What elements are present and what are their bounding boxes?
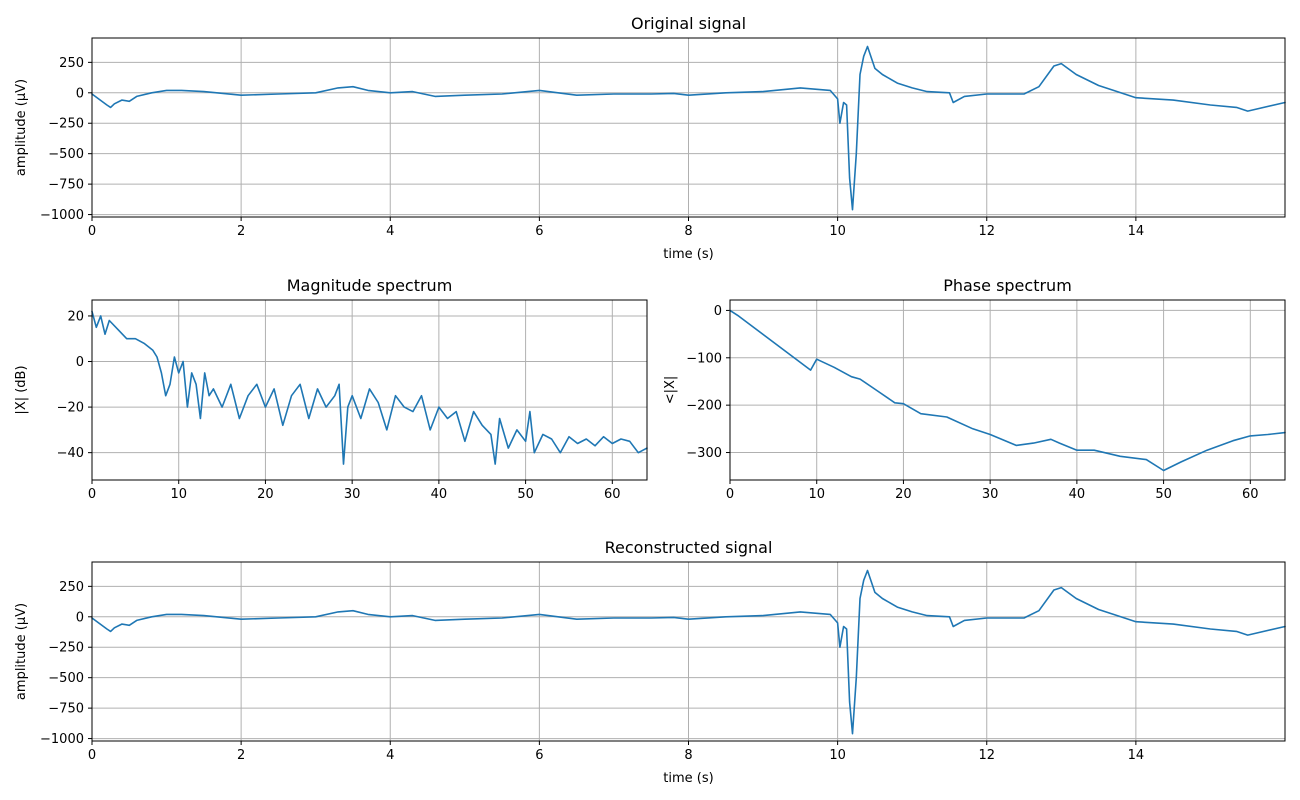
x-tick-label: 10 [170, 487, 187, 502]
x-tick-label: 10 [829, 224, 846, 239]
y-tick-label: −20 [57, 401, 84, 416]
x-tick-label: 14 [1128, 224, 1145, 239]
x-tick-label: 0 [88, 487, 96, 502]
axes-frame [91, 561, 1286, 742]
chart-reconstructed: 0 2 4 6 8 10 12 14 250 0 −250 −500 −750 −1000 Reconstr… [14, 538, 1286, 786]
x-tick-label: 20 [257, 487, 274, 502]
x-tick-label: 20 [895, 487, 912, 502]
x-tick-label: 50 [517, 487, 534, 502]
magnitude-series-line [91, 310, 648, 465]
y-tick-label: −250 [48, 117, 84, 132]
x-tick-label: 60 [1242, 487, 1259, 502]
x-axis-label: time (s) [663, 771, 713, 786]
chart-title: Original signal [631, 14, 746, 33]
axes-frame [91, 37, 1286, 218]
y-tick-label: −250 [48, 641, 84, 656]
y-tick-label: 250 [59, 580, 84, 595]
x-tick-label: 2 [237, 224, 245, 239]
x-tick-label: 12 [978, 748, 995, 763]
x-tick-label: 0 [726, 487, 734, 502]
x-tick-label: 8 [684, 748, 692, 763]
y-tick-label: 0 [76, 610, 84, 625]
y-tick-label: −100 [686, 351, 722, 366]
y-tick-label: 0 [76, 355, 84, 370]
y-axis-label: amplitude (µV) [14, 79, 29, 176]
x-tick-label: 14 [1128, 748, 1145, 763]
y-tick-label: 0 [76, 86, 84, 101]
x-tick-label: 30 [344, 487, 361, 502]
y-tick-label: 20 [67, 309, 84, 324]
y-tick-label: −40 [57, 446, 84, 461]
y-tick-label: 250 [59, 56, 84, 71]
y-axis-label: <|X| [663, 376, 678, 405]
reconstructed-series-line [91, 569, 1286, 735]
chart-title: Magnitude spectrum [287, 276, 453, 295]
y-tick-label: −1000 [40, 208, 84, 223]
x-tick-label: 0 [88, 748, 96, 763]
chart-phase: 0 10 20 30 40 50 60 0 −100 −200 −300 Phase spectrum… [663, 276, 1286, 502]
y-tick-label: 0 [714, 304, 722, 319]
chart-original: 0 2 4 6 8 10 12 14 250 0 −250 −500 −750 −1000 Original… [14, 14, 1286, 262]
x-tick-label: 40 [1069, 487, 1086, 502]
x-tick-label: 6 [535, 748, 543, 763]
x-tick-label: 60 [604, 487, 621, 502]
x-tick-label: 2 [237, 748, 245, 763]
x-tick-label: 0 [88, 224, 96, 239]
y-tick-label: −300 [686, 446, 722, 461]
x-tick-label: 12 [978, 224, 995, 239]
axes-frame [729, 299, 1286, 481]
y-axis-label: |X| (dB) [14, 365, 29, 414]
chart-title: Phase spectrum [943, 276, 1072, 295]
y-axis-label: amplitude (µV) [14, 603, 29, 700]
x-tick-label: 4 [386, 748, 394, 763]
phase-series-line [729, 309, 1286, 472]
y-tick-label: −500 [48, 147, 84, 162]
x-tick-label: 8 [684, 224, 692, 239]
y-tick-label: −1000 [40, 732, 84, 747]
x-tick-label: 30 [982, 487, 999, 502]
original-series-line [91, 45, 1286, 211]
x-tick-label: 40 [431, 487, 448, 502]
axes-frame [91, 299, 648, 481]
x-tick-label: 4 [386, 224, 394, 239]
y-tick-label: −500 [48, 671, 84, 686]
chart-magnitude: 0 10 20 30 40 50 60 20 0 −20 −40 Magnitude spectrum… [14, 276, 648, 502]
x-tick-label: 10 [808, 487, 825, 502]
x-axis-label: time (s) [663, 247, 713, 262]
x-tick-label: 6 [535, 224, 543, 239]
x-tick-label: 50 [1155, 487, 1172, 502]
y-tick-label: −200 [686, 399, 722, 414]
y-tick-label: −750 [48, 178, 84, 193]
x-tick-label: 10 [829, 748, 846, 763]
chart-title: Reconstructed signal [605, 538, 773, 557]
y-tick-label: −750 [48, 702, 84, 717]
